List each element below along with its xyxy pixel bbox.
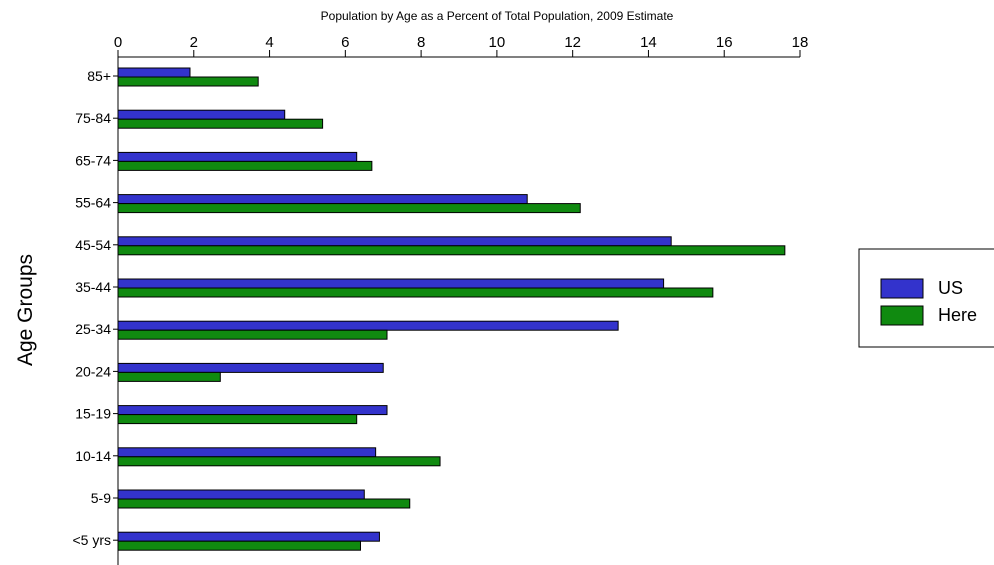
category-label: 85+ <box>87 68 111 84</box>
legend-box <box>858 248 994 348</box>
bar-here <box>117 118 324 129</box>
category-label: 10-14 <box>75 448 111 464</box>
x-tick-label: 2 <box>190 34 198 51</box>
bar-us <box>117 236 672 247</box>
x-tick-label: 18 <box>792 34 809 51</box>
bar-us <box>117 278 665 289</box>
bar-us <box>117 531 380 542</box>
legend: US Here <box>858 248 994 348</box>
plot-area: 0 2 4 6 8 10 12 14 16 18 85+ 75-84 65-74 55-64 45-54 35… <box>72 34 808 565</box>
bar-here <box>117 329 388 340</box>
bar-here <box>117 456 441 467</box>
bar-us <box>117 151 358 162</box>
category-label: 35-44 <box>75 279 111 295</box>
bar-here <box>117 245 786 256</box>
legend-swatch-here <box>880 305 924 326</box>
x-tick-label: 12 <box>564 34 581 51</box>
category-label: 55-64 <box>75 195 111 211</box>
category-label: 20-24 <box>75 363 111 379</box>
x-tick-label: 16 <box>716 34 733 51</box>
x-tick-label: 8 <box>417 34 425 51</box>
category-label: 65-74 <box>75 152 111 168</box>
bar-us <box>117 447 377 458</box>
legend-label-here: Here <box>938 305 977 325</box>
x-tick-label: 14 <box>640 34 657 51</box>
legend-label-us: US <box>938 278 963 298</box>
bar-here <box>117 287 714 298</box>
bar-here <box>117 203 581 214</box>
category-label: 45-54 <box>75 237 111 253</box>
bar-us <box>117 320 619 331</box>
bar-us <box>117 67 191 78</box>
x-tick-label: 6 <box>341 34 349 51</box>
category-label: 15-19 <box>75 406 111 422</box>
category-label: <5 yrs <box>72 532 111 548</box>
legend-swatch-us <box>880 278 924 299</box>
category-label: 25-34 <box>75 321 111 337</box>
bar-here <box>117 160 373 171</box>
bar-us <box>117 405 388 416</box>
bar-us <box>117 362 384 373</box>
x-tick-label: 10 <box>489 34 506 51</box>
bar-us <box>117 194 528 205</box>
bar-us <box>117 109 286 120</box>
bar-here <box>117 414 358 425</box>
x-tick-label: 4 <box>265 34 273 51</box>
chart-title: Population by Age as a Percent of Total … <box>321 9 674 23</box>
bar-here <box>117 76 259 87</box>
x-tick-label: 0 <box>114 34 122 51</box>
bar-here <box>117 371 221 382</box>
bar-here <box>117 498 411 509</box>
bar-us <box>117 489 365 500</box>
category-label: 5-9 <box>91 490 111 506</box>
category-label: 75-84 <box>75 110 111 126</box>
y-axis-title: Age Groups <box>14 254 37 366</box>
bar-here <box>117 540 361 551</box>
